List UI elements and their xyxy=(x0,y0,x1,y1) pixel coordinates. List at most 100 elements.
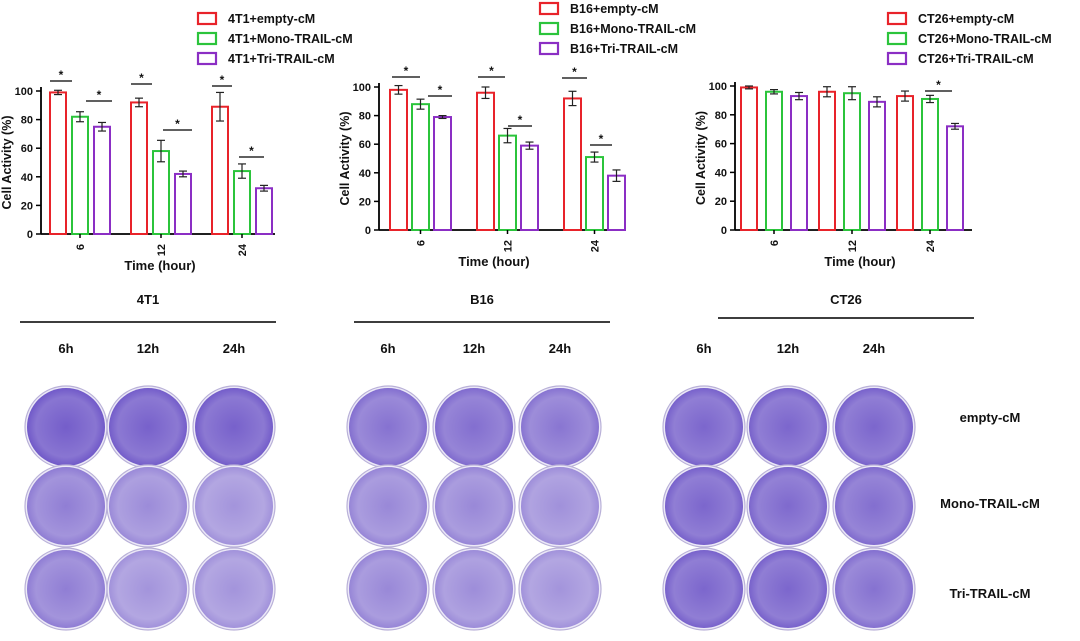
plate-stain xyxy=(109,467,187,545)
legend-swatch-1 xyxy=(196,31,218,46)
bar xyxy=(71,115,89,235)
y-tick-label: 40 xyxy=(21,172,33,184)
plate-stain xyxy=(27,467,105,545)
plate-stain xyxy=(521,388,599,466)
x-tick-label: 6 xyxy=(416,240,428,246)
panel-title: B16 xyxy=(470,292,494,307)
legend-swatch-0 xyxy=(886,11,908,26)
x-tick-label: 6 xyxy=(75,244,87,250)
legend-label-2: CT26+Tri-TRAIL-cM xyxy=(918,52,1034,66)
plate-grid xyxy=(24,385,916,631)
legend: 4T1+empty-cM 4T1+Mono-TRAIL-cM 4T1+Tri-T… xyxy=(196,11,353,66)
y-tick-label: 20 xyxy=(715,196,727,208)
legend-swatch-1 xyxy=(538,21,560,36)
time-label-12h: 12h xyxy=(777,341,799,356)
chart-marks: 0 20 40 60 80 100 6 12 24 * * * * * * xyxy=(353,64,626,323)
y-tick-label: 20 xyxy=(359,196,371,208)
significance-star: * xyxy=(518,113,523,127)
bar xyxy=(255,187,273,236)
y-axis-label: Cell Activity (%) xyxy=(338,111,352,205)
significance-star: * xyxy=(249,144,254,158)
y-tick-label: 40 xyxy=(359,168,371,180)
bar xyxy=(389,88,408,231)
plate-row-labels: empty-cM Mono-TRAIL-cM Tri-TRAIL-cM xyxy=(940,410,1040,601)
chart-panel-b16: B16+empty-cM B16+Mono-TRAIL-cM B16+Tri-T… xyxy=(338,1,696,323)
significance-star: * xyxy=(97,88,102,102)
legend-swatch-1 xyxy=(886,31,908,46)
bar xyxy=(740,86,758,231)
y-tick-label: 100 xyxy=(709,81,727,93)
plate-stain xyxy=(195,388,273,466)
plate-stain xyxy=(27,388,105,466)
bar xyxy=(233,170,251,235)
x-tick-label: 12 xyxy=(156,244,168,256)
plate-stain xyxy=(665,388,743,466)
bar xyxy=(818,90,836,232)
legend-swatch-2 xyxy=(886,51,908,66)
plate-stain xyxy=(435,550,513,628)
y-tick-label: 100 xyxy=(353,82,371,94)
bar xyxy=(211,105,229,235)
panel-title: CT26 xyxy=(830,292,862,307)
legend-swatch-0 xyxy=(538,1,560,16)
bar xyxy=(843,92,861,231)
plate-stain xyxy=(109,388,187,466)
plate-stain xyxy=(835,550,913,628)
time-label-6h: 6h xyxy=(696,341,711,356)
plate-stain xyxy=(27,550,105,628)
time-label-12h: 12h xyxy=(137,341,159,356)
x-axis-label: Time (hour) xyxy=(824,254,895,269)
plate-stain xyxy=(665,467,743,545)
bar xyxy=(93,125,111,235)
chart-panel-ct26: CT26+empty-cM CT26+Mono-TRAIL-cM CT26+Tr… xyxy=(694,11,1052,319)
bar xyxy=(585,156,604,232)
plate-stain xyxy=(749,550,827,628)
bar xyxy=(896,95,914,231)
significance-star: * xyxy=(572,65,577,79)
bar xyxy=(49,91,67,236)
y-tick-label: 80 xyxy=(715,110,727,122)
significance-star: * xyxy=(59,68,64,82)
legend-label-0: B16+empty-cM xyxy=(570,2,659,16)
plate-stain xyxy=(665,550,743,628)
y-tick-label: 0 xyxy=(365,225,371,237)
plate-stain xyxy=(109,550,187,628)
y-tick-label: 80 xyxy=(21,115,33,127)
plate-stain xyxy=(349,550,427,628)
time-label-24h: 24h xyxy=(863,341,885,356)
plate-images: 6h 12h 24h 6h 12h 24h 6h 12h 24h empty-c… xyxy=(24,341,1040,631)
legend-label-1: B16+Mono-TRAIL-cM xyxy=(570,22,696,36)
x-axis-label: Time (hour) xyxy=(458,254,529,269)
row-label-tri-trail-cm: Tri-TRAIL-cM xyxy=(950,586,1031,601)
bar xyxy=(174,172,192,236)
panel-title: 4T1 xyxy=(137,292,159,307)
bar xyxy=(921,97,939,231)
y-tick-label: 0 xyxy=(27,229,33,241)
time-label-6h: 6h xyxy=(380,341,395,356)
significance-star: * xyxy=(438,83,443,97)
time-label-12h: 12h xyxy=(463,341,485,356)
plate-stain xyxy=(435,467,513,545)
y-tick-label: 0 xyxy=(721,225,727,237)
plate-stain xyxy=(521,550,599,628)
legend: B16+empty-cM B16+Mono-TRAIL-cM B16+Tri-T… xyxy=(538,1,696,56)
x-tick-label: 12 xyxy=(847,240,859,252)
legend-swatch-0 xyxy=(196,11,218,26)
legend-label-2: B16+Tri-TRAIL-cM xyxy=(570,42,678,56)
bar xyxy=(476,91,495,231)
bar xyxy=(130,101,148,235)
y-tick-label: 40 xyxy=(715,167,727,179)
bar xyxy=(946,125,964,231)
time-label-24h: 24h xyxy=(549,341,571,356)
legend-label-1: CT26+Mono-TRAIL-cM xyxy=(918,32,1052,46)
plate-stain xyxy=(435,388,513,466)
y-tick-label: 20 xyxy=(21,200,33,212)
significance-star: * xyxy=(489,64,494,78)
bar xyxy=(607,174,626,232)
bar xyxy=(498,134,517,231)
legend-label-0: CT26+empty-cM xyxy=(918,12,1014,26)
significance-star: * xyxy=(220,73,225,87)
plate-stain xyxy=(749,467,827,545)
y-tick-label: 60 xyxy=(21,143,33,155)
chart-marks: 0 20 40 60 80 100 6 12 24 * xyxy=(709,78,974,319)
